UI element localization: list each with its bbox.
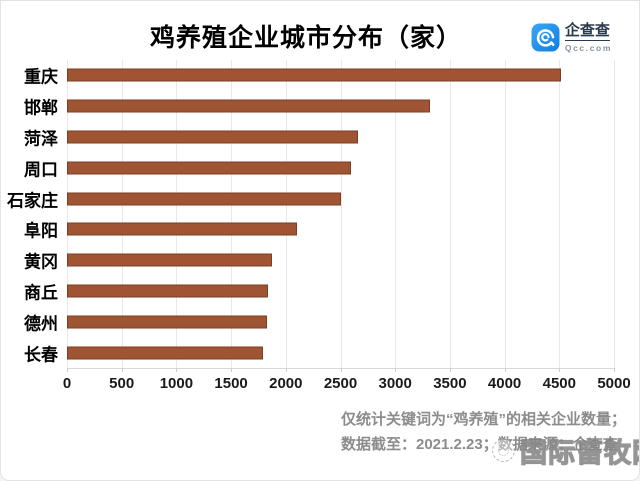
bar-row: 商丘 [24, 276, 614, 307]
bar-row: 长春 [24, 337, 614, 368]
gridline [614, 60, 615, 368]
axis-tick [340, 368, 342, 372]
y-axis-label: 菏泽 [24, 129, 58, 149]
axis-tick [449, 368, 451, 372]
x-axis-tick-label: 5000 [597, 375, 631, 392]
bar [67, 192, 341, 206]
bar [67, 222, 297, 236]
gridline [121, 60, 123, 368]
bar [67, 315, 268, 329]
y-axis-label: 德州 [24, 314, 58, 334]
bar-row: 黄冈 [24, 245, 614, 276]
y-axis-label: 黄冈 [24, 252, 58, 272]
x-axis-labels: 0 500 1000 1500 2000 2500 3000 3500 4000 4500 5000 [63, 375, 631, 395]
footnote: 仅统计关键词为“鸡养殖”的相关企业数量； 数据截至：2021.2.23；数据来源… [341, 407, 626, 457]
qcc-logo-text: 企查查 Qcc.com [564, 22, 612, 53]
axis-tick [231, 368, 233, 372]
gridline [449, 60, 451, 368]
gridline [176, 60, 178, 368]
axis-tick [121, 368, 123, 372]
y-axis-label: 长春 [24, 345, 58, 365]
bar [67, 68, 562, 82]
x-axis-tick-label: 3500 [433, 375, 467, 392]
axis-tick [504, 368, 506, 372]
bar-row: 阜阳 [24, 214, 614, 245]
bar-row: 石家庄 [7, 183, 614, 214]
qcc-spiral-c-icon [531, 23, 560, 52]
axis-tick [285, 368, 287, 372]
axis-tick [67, 368, 68, 372]
y-axis-label: 邯郸 [24, 98, 58, 118]
axis-tick [614, 368, 615, 372]
bar-rows: 重庆邯郸菏泽周口石家庄阜阳黄冈商丘德州长春 [7, 60, 614, 368]
x-axis-tick-label: 1500 [214, 375, 248, 392]
gridline [285, 60, 287, 368]
qcc-logo-domain: Qcc.com [564, 43, 612, 53]
page-title: 鸡养殖企业城市分布（家） [149, 24, 462, 52]
axis-tick [395, 368, 397, 372]
bar [67, 161, 352, 175]
x-axis-tick-label: 1000 [159, 375, 194, 392]
bar [67, 284, 269, 298]
axis-tick [559, 368, 561, 372]
bar [67, 253, 272, 267]
x-axis-tick-label: 0 [62, 375, 72, 392]
x-axis-tick-label: 500 [109, 375, 135, 392]
x-axis-tick-label: 4500 [542, 375, 576, 392]
y-axis-label: 商丘 [24, 283, 58, 303]
gridline [504, 60, 506, 368]
qcc-logo-name: 企查查 [564, 22, 610, 41]
bar-row: 邯郸 [24, 91, 614, 122]
footnote-line2: 数据截至：2021.2.23；数据来源：企查查 [341, 436, 618, 453]
x-axis-tick-label: 2500 [323, 375, 358, 392]
gridline [559, 60, 561, 368]
bar [67, 99, 431, 113]
gridline [67, 60, 68, 368]
bar [67, 346, 263, 360]
gridline [340, 60, 342, 368]
y-axis-label: 周口 [24, 160, 58, 180]
bar-row: 重庆 [24, 60, 614, 91]
bar [67, 130, 358, 144]
bar-chart-plot: 重庆邯郸菏泽周口石家庄阜阳黄冈商丘德州长春 [7, 60, 615, 372]
x-axis-tick-label: 2000 [269, 375, 303, 392]
footnote-line1: 仅统计关键词为“鸡养殖”的相关企业数量； [341, 411, 627, 428]
y-axis-label: 石家庄 [7, 191, 58, 211]
qcc-logo: 企查查 Qcc.com [531, 22, 612, 53]
y-axis-label: 重庆 [24, 67, 58, 87]
gridline [395, 60, 397, 368]
axis-tick [176, 368, 178, 372]
bar-row: 菏泽 [24, 122, 614, 153]
x-axis-tick-label: 4000 [487, 375, 522, 392]
gridline [231, 60, 233, 368]
x-axis-tick-label: 3000 [378, 375, 412, 392]
bar-row: 德州 [24, 306, 614, 337]
y-axis-label: 阜阳 [24, 221, 58, 241]
bar-row: 周口 [24, 152, 614, 183]
